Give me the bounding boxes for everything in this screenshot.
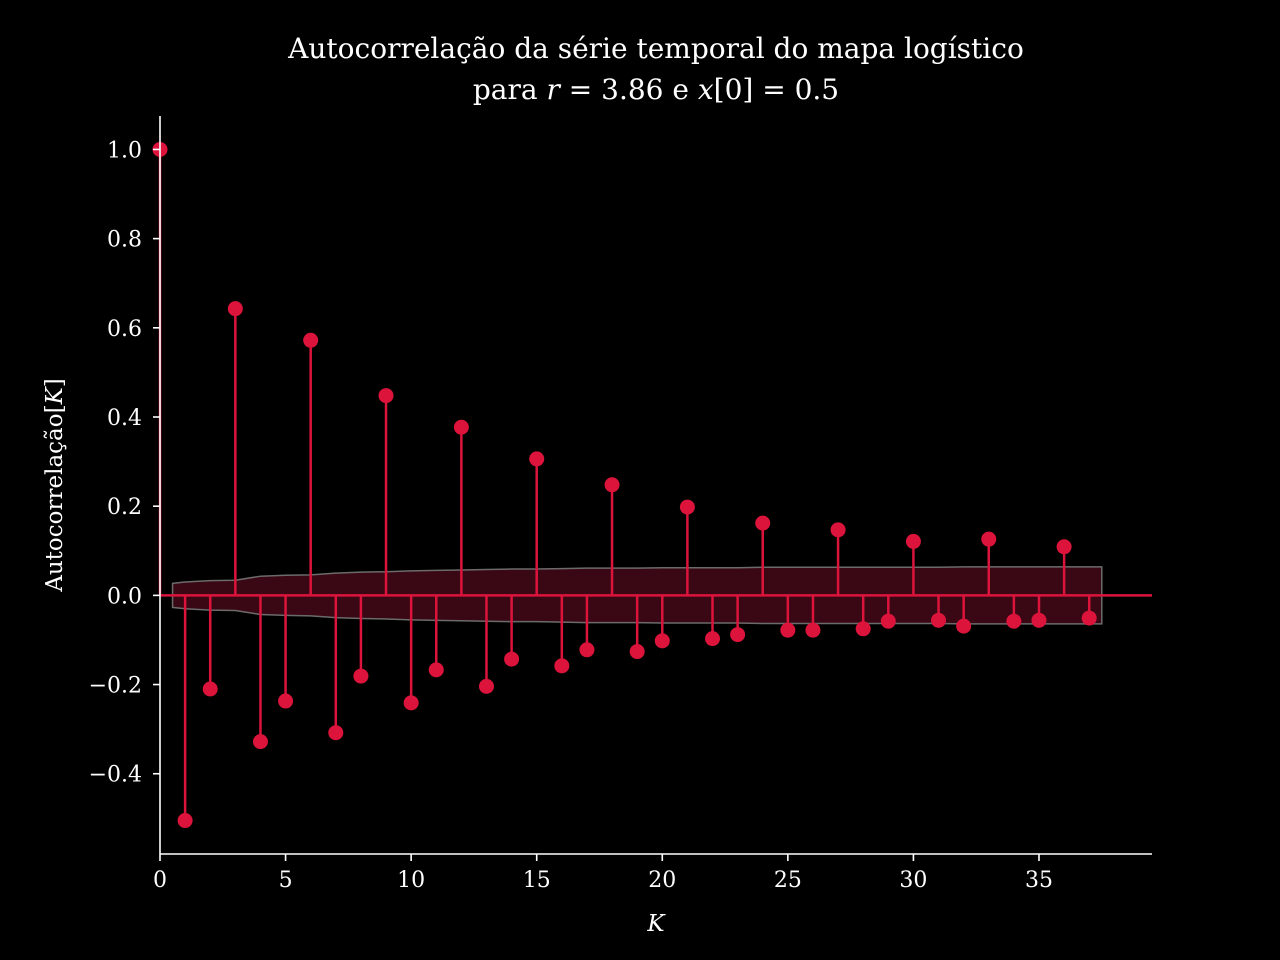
y-tick-label: 1.0: [107, 138, 142, 163]
stem-marker-lag-4: [252, 734, 268, 750]
stem-marker-lag-21: [679, 499, 695, 515]
stem-marker-lag-3: [227, 301, 243, 317]
stem-marker-lag-25: [780, 622, 796, 638]
stem-marker-lag-7: [328, 725, 344, 741]
x-tick-label: 0: [153, 868, 167, 893]
y-axis-label: Autocorrelação[K]: [42, 378, 68, 593]
title-x-variable: x: [698, 73, 714, 106]
y-tick-label: 0.4: [107, 406, 142, 431]
x-tick-label: 15: [523, 868, 551, 893]
stem-marker-lag-34: [1006, 613, 1022, 629]
stem-marker-lag-28: [855, 621, 871, 637]
stem-marker-lag-5: [278, 693, 294, 709]
stem-marker-lag-32: [956, 618, 972, 634]
stem-marker-lag-6: [303, 332, 319, 348]
y-tick-label: 0.2: [107, 495, 142, 520]
y-tick-label: 0.8: [107, 228, 142, 253]
x-axis-label: K: [646, 911, 666, 937]
stem-marker-lag-27: [830, 522, 846, 538]
stem-marker-lag-36: [1056, 539, 1072, 555]
y-axis-label-text: Autocorrelação[: [42, 404, 68, 592]
x-tick-label: 35: [1025, 868, 1053, 893]
stem-marker-lag-17: [579, 642, 595, 658]
stem-marker-lag-2: [202, 681, 218, 697]
stem-marker-lag-37: [1081, 610, 1097, 626]
stem-marker-lag-11: [428, 662, 444, 678]
stem-marker-lag-26: [805, 622, 821, 638]
stem-marker-lag-19: [629, 644, 645, 660]
title-prefix: para: [473, 73, 547, 106]
stem-marker-lag-30: [905, 533, 921, 549]
stem-marker-lag-29: [880, 613, 896, 629]
y-tick-label: −0.4: [89, 763, 142, 788]
y-axis-label-var: K: [42, 385, 68, 405]
title-r-equation: = 3.86 e: [560, 73, 698, 106]
stem-marker-lag-14: [504, 651, 520, 667]
stem-marker-lag-20: [654, 633, 670, 649]
stem-marker-lag-23: [730, 627, 746, 643]
stem-marker-lag-16: [554, 658, 570, 674]
x-tick-label: 5: [279, 868, 293, 893]
y-tick-label: 0.6: [107, 317, 142, 342]
stem-marker-lag-9: [378, 388, 394, 404]
y-tick-label: 0.0: [107, 584, 142, 609]
stem-marker-lag-1: [177, 813, 193, 829]
stem-marker-lag-12: [453, 419, 469, 435]
stem-marker-lag-31: [931, 612, 947, 628]
stem-marker-lag-8: [353, 668, 369, 684]
y-axis-ticks: −0.4 −0.2 0.0 0.2 0.4 0.6 0.8 1.0: [89, 138, 160, 788]
stem-marker-lag-35: [1031, 612, 1047, 628]
chart-title-line1: Autocorrelação da série temporal do mapa…: [287, 32, 1024, 65]
x-tick-label: 20: [648, 868, 676, 893]
title-r-variable: r: [546, 73, 561, 106]
title-x-rest: [0] = 0.5: [714, 73, 839, 106]
stem-marker-lag-18: [604, 477, 620, 493]
stem-marker-lag-22: [705, 631, 721, 647]
y-axis-label-close: ]: [42, 378, 68, 387]
x-axis-ticks: 0 5 10 15 20 25 30 35: [153, 854, 1053, 893]
stem-marker-lag-33: [981, 531, 997, 547]
stem-marker-lag-10: [403, 695, 419, 711]
x-tick-label: 25: [774, 868, 802, 893]
y-tick-label: −0.2: [89, 674, 142, 699]
chart-title-line2: para r = 3.86 e x[0] = 0.5: [473, 73, 839, 106]
stem-marker-lag-15: [529, 451, 545, 467]
stem-marker-lag-24: [755, 515, 771, 531]
x-tick-label: 30: [899, 868, 927, 893]
x-tick-label: 10: [397, 868, 425, 893]
stem-marker-lag-13: [478, 678, 494, 694]
stem-markers: [152, 141, 1097, 829]
